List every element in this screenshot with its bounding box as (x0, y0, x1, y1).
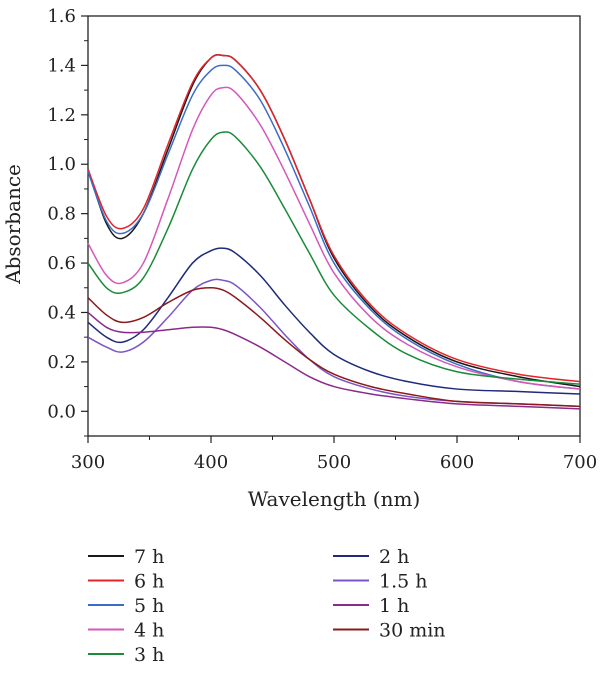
y-tick-label: 1.4 (47, 55, 76, 76)
x-tick-label: 500 (317, 452, 351, 473)
series-line-7 (87, 311, 581, 410)
y-tick-label: 1.2 (47, 105, 76, 126)
series-line-3 (87, 86, 581, 390)
y-tick-label: 0.8 (47, 204, 76, 225)
y-axis-title: Absorbance (1, 164, 25, 285)
legend-label: 2 h (379, 546, 409, 568)
series-line-0 (87, 54, 581, 388)
x-tick-label: 700 (563, 452, 597, 473)
legend-item: 4 h (88, 620, 164, 642)
legend-label: 7 h (134, 546, 164, 568)
y-tick-label: 0.2 (47, 352, 76, 373)
x-axis-title: Wavelength (nm) (248, 487, 421, 511)
series-lines (87, 54, 581, 410)
legend-item: 3 h (88, 644, 164, 666)
legend-item: 30 min (333, 620, 446, 642)
y-tick-label: 0.6 (47, 253, 76, 274)
y-tick-label: 0.0 (47, 401, 76, 422)
legend: 7 h 6 h5 h 4 h3 h 2 h 1.5 h1 h 30 min (88, 546, 446, 666)
plot-frame (87, 15, 581, 437)
y-tick-label: 0.4 (47, 302, 76, 323)
y-tick-label: 1.0 (47, 154, 76, 175)
legend-label: 4 h (134, 620, 164, 642)
legend-label: 6 h (134, 571, 164, 593)
legend-label: 1 h (379, 595, 409, 617)
legend-item: 6 h (88, 571, 164, 593)
legend-label: 5 h (134, 595, 164, 617)
legend-label: 3 h (134, 644, 164, 666)
series-line-5 (87, 247, 581, 395)
legend-item: 1.5 h (333, 571, 428, 593)
axes: 300 400 500 600 700 0.0 0.2 0.4 0.6 0.8 1.0 1.2 1.4 1… (47, 6, 597, 473)
series-line-1 (87, 54, 581, 383)
series-line-6 (87, 278, 581, 408)
y-tick-label: 1.6 (47, 6, 76, 27)
series-line-8 (87, 287, 581, 408)
x-tick-label: 300 (71, 452, 105, 473)
legend-label: 30 min (379, 620, 446, 642)
series-line-2 (87, 64, 581, 390)
legend-item: 7 h (88, 546, 164, 568)
legend-item: 1 h (333, 595, 409, 617)
x-tick-label: 400 (194, 452, 228, 473)
legend-item: 2 h (333, 546, 409, 568)
series-line-4 (87, 131, 581, 385)
legend-label: 1.5 h (379, 571, 428, 593)
x-tick-label: 600 (440, 452, 474, 473)
legend-item: 5 h (88, 595, 164, 617)
